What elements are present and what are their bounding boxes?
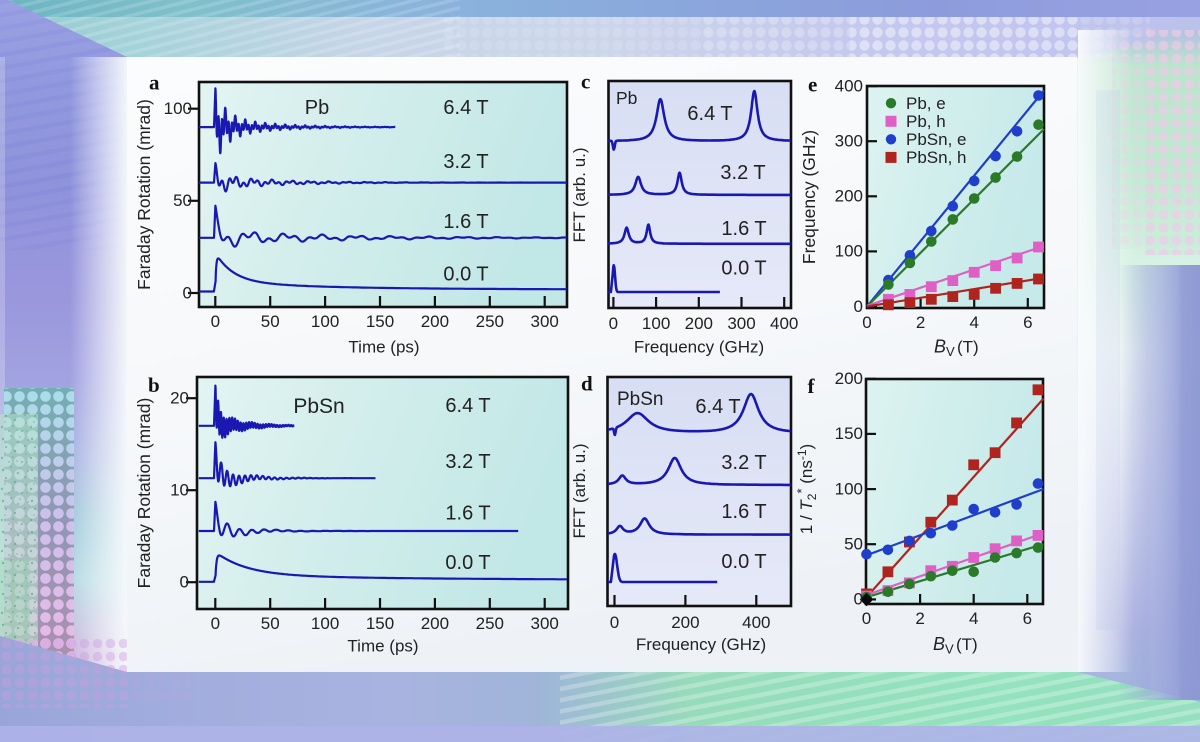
svg-text:3.2 T: 3.2 T <box>720 162 765 184</box>
svg-text:Frequency (GHz): Frequency (GHz) <box>799 130 819 264</box>
svg-text:6.4 T: 6.4 T <box>687 103 732 125</box>
svg-text:0: 0 <box>854 297 863 316</box>
svg-text:1.6 T: 1.6 T <box>443 211 488 233</box>
svg-text:150: 150 <box>835 424 863 443</box>
svg-text:Time (ps): Time (ps) <box>348 338 419 357</box>
svg-text:150: 150 <box>366 614 394 633</box>
svg-text:50: 50 <box>173 191 192 210</box>
svg-text:6: 6 <box>1023 609 1032 628</box>
svg-text:50: 50 <box>261 312 280 331</box>
svg-text:50: 50 <box>844 535 863 554</box>
svg-text:100: 100 <box>642 314 670 333</box>
svg-text:Frequency (GHz): Frequency (GHz) <box>636 635 766 654</box>
svg-text:400: 400 <box>835 76 863 95</box>
svg-text:B: B <box>933 634 945 654</box>
svg-text:100: 100 <box>835 479 863 498</box>
svg-text:0: 0 <box>211 312 220 331</box>
svg-text:200: 200 <box>835 369 863 388</box>
svg-text:Pb: Pb <box>305 97 329 119</box>
svg-text:PbSn, h: PbSn, h <box>906 148 967 167</box>
svg-text:0: 0 <box>609 314 618 333</box>
svg-text:2: 2 <box>916 313 925 332</box>
svg-text:1 / T2* (ns-1): 1 / T2* (ns-1) <box>794 444 819 534</box>
svg-text:400: 400 <box>770 314 798 333</box>
svg-text:PbSn: PbSn <box>293 395 344 418</box>
svg-text:6.4 T: 6.4 T <box>695 396 740 418</box>
svg-text:6.4 T: 6.4 T <box>445 395 490 417</box>
svg-text:b: b <box>148 373 160 397</box>
svg-text:V: V <box>945 642 954 657</box>
svg-text:150: 150 <box>366 312 394 331</box>
svg-text:0.0 T: 0.0 T <box>721 258 766 280</box>
svg-text:1.6 T: 1.6 T <box>445 503 490 525</box>
svg-text:B: B <box>934 337 946 357</box>
svg-text:100: 100 <box>835 242 863 261</box>
svg-text:4: 4 <box>969 313 978 332</box>
svg-text:0: 0 <box>610 613 619 632</box>
svg-text:200: 200 <box>421 614 449 633</box>
svg-text:(T): (T) <box>956 635 978 654</box>
svg-text:100: 100 <box>311 614 339 633</box>
svg-text:0: 0 <box>862 609 871 628</box>
svg-text:1.6 T: 1.6 T <box>721 218 766 240</box>
svg-text:0: 0 <box>180 573 189 592</box>
svg-text:6: 6 <box>1023 313 1032 332</box>
svg-text:200: 200 <box>685 314 713 333</box>
svg-text:FFT (arb. u.): FFT (arb. u.) <box>570 147 589 242</box>
svg-text:Pb, h: Pb, h <box>906 112 946 131</box>
svg-text:a: a <box>149 71 160 95</box>
svg-text:FFT (arb. u.): FFT (arb. u.) <box>570 443 589 538</box>
svg-text:d: d <box>581 372 593 396</box>
svg-text:Faraday Rotation (mrad): Faraday Rotation (mrad) <box>134 398 154 589</box>
svg-text:2: 2 <box>915 609 924 628</box>
svg-text:0: 0 <box>854 590 863 609</box>
svg-text:100: 100 <box>311 312 339 331</box>
svg-text:4: 4 <box>969 609 978 628</box>
svg-text:200: 200 <box>671 613 699 632</box>
svg-text:6.4 T: 6.4 T <box>443 97 488 119</box>
svg-text:0: 0 <box>211 614 220 633</box>
svg-text:PbSn: PbSn <box>617 389 663 410</box>
svg-text:300: 300 <box>835 132 863 151</box>
svg-text:Frequency (GHz): Frequency (GHz) <box>634 338 764 357</box>
svg-text:300: 300 <box>531 312 559 331</box>
svg-text:0.0 T: 0.0 T <box>443 264 488 286</box>
svg-text:250: 250 <box>476 312 504 331</box>
svg-text:400: 400 <box>742 613 770 632</box>
svg-text:100: 100 <box>164 99 192 118</box>
svg-text:Time (ps): Time (ps) <box>347 637 418 656</box>
svg-text:10: 10 <box>170 481 189 500</box>
svg-text:(T): (T) <box>957 338 979 357</box>
svg-text:3.2 T: 3.2 T <box>443 151 488 173</box>
svg-text:Pb, e: Pb, e <box>906 94 946 113</box>
svg-text:0: 0 <box>862 313 871 332</box>
svg-text:0.0 T: 0.0 T <box>445 552 490 574</box>
svg-text:1.6 T: 1.6 T <box>721 501 766 523</box>
svg-text:Pb: Pb <box>616 88 637 108</box>
svg-text:Faraday Rotation (mrad): Faraday Rotation (mrad) <box>134 99 154 290</box>
svg-text:250: 250 <box>476 614 504 633</box>
svg-text:300: 300 <box>727 314 755 333</box>
svg-text:200: 200 <box>835 187 863 206</box>
svg-text:c: c <box>581 70 590 94</box>
svg-text:PbSn, e: PbSn, e <box>906 130 967 149</box>
svg-text:f: f <box>808 374 816 398</box>
svg-text:e: e <box>808 73 817 97</box>
svg-text:50: 50 <box>261 614 280 633</box>
svg-text:0.0 T: 0.0 T <box>721 551 766 573</box>
svg-text:3.2 T: 3.2 T <box>721 452 766 474</box>
svg-text:200: 200 <box>421 312 449 331</box>
svg-text:3.2 T: 3.2 T <box>445 451 490 473</box>
svg-text:0: 0 <box>183 283 192 302</box>
svg-text:V: V <box>946 344 955 359</box>
svg-text:20: 20 <box>170 389 189 408</box>
svg-text:300: 300 <box>531 614 559 633</box>
